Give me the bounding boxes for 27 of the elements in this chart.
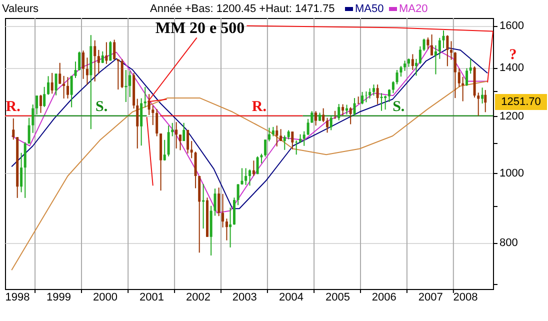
legend-label: MA20: [399, 3, 428, 15]
x-tick-label: 2005: [325, 292, 350, 304]
annotation: R.: [252, 98, 267, 115]
y-tick-label: 1200: [500, 110, 524, 122]
annotation: S.: [392, 98, 405, 115]
x-tick-label: 2007: [418, 292, 443, 304]
y-tick-label: 1000: [500, 167, 524, 180]
chart-subtitle: Année +Bas: 1200.45 +Haut: 1471.75: [150, 3, 335, 15]
y-tick-label: 800: [500, 237, 518, 250]
x-tick-label: 1999: [46, 292, 71, 304]
x-tick-label: 2000: [93, 292, 118, 304]
x-tick-label: 2004: [279, 292, 304, 304]
x-tick-label: 2002: [186, 292, 210, 304]
annotation: R.: [6, 98, 21, 115]
annotation: MM 20 e 500: [155, 20, 245, 37]
text: 1251.70: [501, 96, 541, 108]
chart-title: Valeurs: [2, 3, 39, 15]
x-tick-label: 2008: [453, 292, 478, 304]
annotation: S.: [96, 98, 108, 115]
x-tick-label: 2006: [372, 292, 396, 304]
y-tick-label: 1400: [500, 62, 524, 74]
x-tick-label: 1998: [5, 292, 30, 304]
legend-label: MA50: [355, 3, 384, 15]
text: ?: [509, 47, 517, 63]
y-tick-label: 1600: [500, 20, 524, 32]
x-tick-label: 2003: [232, 292, 257, 304]
x-tick-label: 2001: [140, 292, 164, 304]
